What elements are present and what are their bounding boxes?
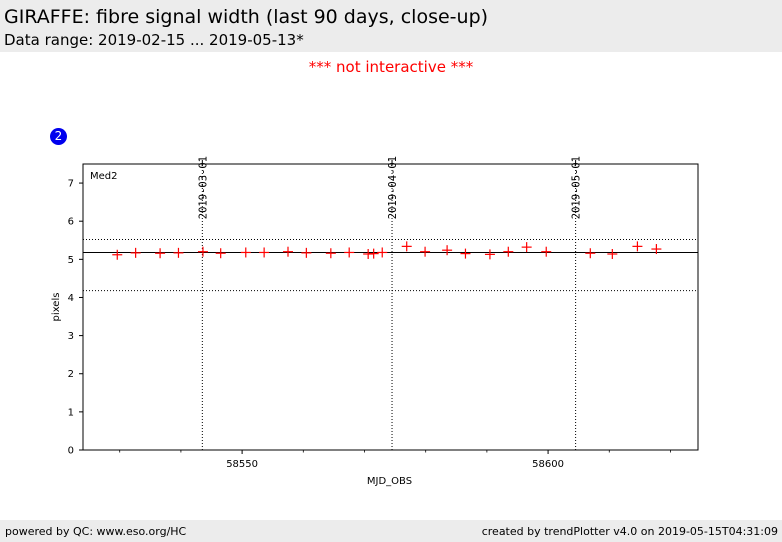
- y-tick-label: 3: [68, 331, 74, 342]
- data-point: [215, 248, 226, 259]
- panel-label: Med2: [90, 171, 118, 182]
- x-axis-label: MJD_OBS: [367, 476, 412, 487]
- data-point: [173, 247, 184, 258]
- footer-powered-by: powered by QC: www.eso.org/HC: [5, 525, 187, 538]
- x-tick-label: 58600: [532, 459, 564, 470]
- not-interactive-notice: *** not interactive ***: [308, 58, 474, 76]
- data-point: [632, 241, 643, 252]
- header-bar: GIRAFFE: fibre signal width (last 90 day…: [0, 0, 782, 52]
- data-point: [301, 247, 312, 258]
- y-tick-label: 4: [68, 293, 74, 304]
- data-point: [155, 248, 166, 259]
- data-point: [112, 249, 123, 260]
- y-tick-label: 2: [68, 369, 74, 380]
- data-point: [240, 247, 251, 258]
- y-axis-label: pixels: [51, 293, 62, 322]
- data-point: [541, 246, 552, 257]
- data-point: [197, 246, 208, 257]
- plot-number-badge: 2: [50, 128, 67, 145]
- data-point: [283, 246, 293, 257]
- data-point: [368, 248, 379, 259]
- y-tick-label: 6: [68, 217, 74, 228]
- data-point: [344, 247, 355, 258]
- plot-frame: [82, 163, 699, 451]
- month-label: 2019-05-01: [571, 156, 583, 219]
- data-point: [259, 247, 270, 258]
- page-title: GIRAFFE: fibre signal width (last 90 day…: [4, 6, 489, 28]
- data-point: [460, 248, 471, 259]
- month-label: 2019-04-01: [387, 156, 399, 219]
- footer-created-by: created by trendPlotter v4.0 on 2019-05-…: [481, 525, 778, 538]
- data-point: [651, 244, 662, 255]
- data-point: [325, 248, 336, 259]
- trend-chart: 2019-03-01 2019-04-01 2019-05-01 58550 58600…: [51, 156, 699, 487]
- y-tick-label: 7: [68, 179, 74, 190]
- y-tick-label: 0: [68, 446, 74, 457]
- data-point: [442, 245, 453, 256]
- data-point: [484, 249, 495, 260]
- data-point: [377, 247, 388, 258]
- data-range-subtitle: Data range: 2019-02-15 ... 2019-05-13*: [4, 31, 304, 49]
- footer-bar: powered by QC: www.eso.org/HC created by…: [0, 520, 782, 542]
- data-point: [130, 247, 141, 258]
- data-point: [585, 248, 596, 259]
- data-point: [401, 241, 412, 252]
- x-tick-label: 58550: [226, 459, 258, 470]
- data-point: [607, 248, 618, 259]
- y-tick-label: 5: [68, 255, 74, 266]
- data-point: [420, 246, 431, 257]
- y-tick-label: 1: [68, 407, 74, 418]
- month-label: 2019-03-01: [197, 156, 209, 219]
- data-point: [521, 242, 532, 253]
- data-point: [503, 246, 514, 257]
